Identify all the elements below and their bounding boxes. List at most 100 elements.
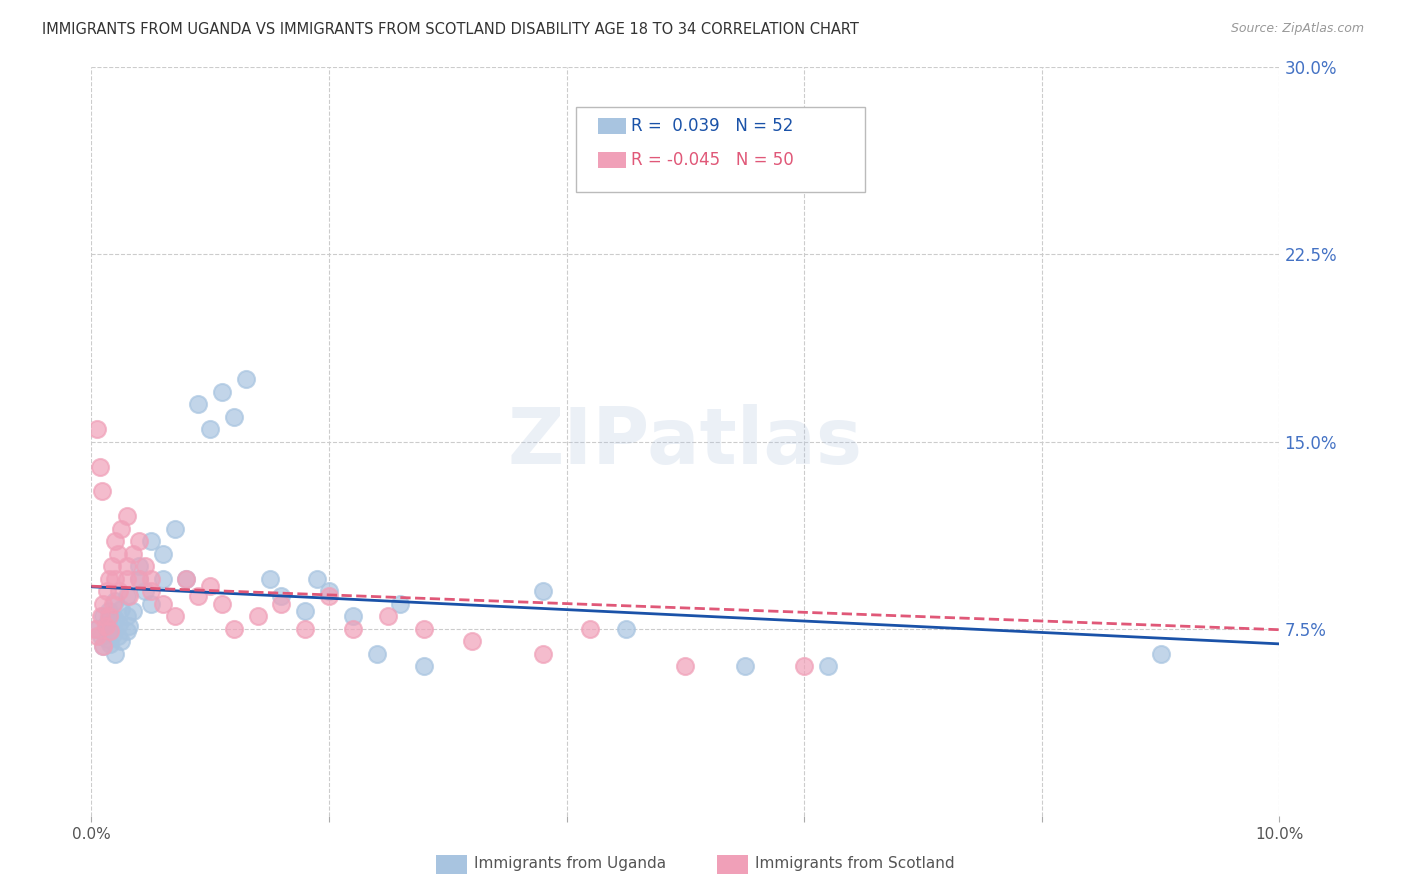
Point xyxy=(139,584,162,599)
Point xyxy=(96,584,118,599)
Point xyxy=(270,590,292,604)
Point xyxy=(115,609,138,624)
Point xyxy=(115,572,138,586)
Point xyxy=(152,547,174,561)
Point xyxy=(222,409,245,424)
Point xyxy=(86,622,108,636)
Point xyxy=(91,640,114,654)
Point xyxy=(366,647,388,661)
Point xyxy=(104,534,127,549)
Point xyxy=(734,659,756,673)
Point xyxy=(128,572,150,586)
Point xyxy=(100,559,122,574)
Point xyxy=(98,572,121,586)
Point xyxy=(176,572,198,586)
Point xyxy=(96,632,118,646)
Point xyxy=(104,594,127,608)
Point xyxy=(107,616,129,631)
Point xyxy=(259,572,281,586)
Point xyxy=(91,484,114,499)
Point xyxy=(176,572,198,586)
Point xyxy=(413,622,436,636)
Point xyxy=(94,619,117,633)
Point xyxy=(115,590,138,604)
Point xyxy=(90,609,112,624)
Point xyxy=(118,619,141,633)
Point xyxy=(128,572,150,586)
Point xyxy=(246,609,269,624)
Point xyxy=(107,584,129,599)
Point xyxy=(128,559,150,574)
Point xyxy=(377,609,399,624)
Point xyxy=(152,572,174,586)
Point xyxy=(100,624,122,639)
Point xyxy=(118,590,141,604)
Point xyxy=(460,634,482,648)
Point xyxy=(531,647,554,661)
Point xyxy=(163,522,186,536)
Point xyxy=(152,597,174,611)
Point xyxy=(673,659,696,673)
Point xyxy=(187,397,209,411)
Point xyxy=(110,634,132,648)
Point xyxy=(413,659,436,673)
Point xyxy=(211,384,233,399)
Point xyxy=(122,604,145,618)
Text: ZIPatlas: ZIPatlas xyxy=(508,403,863,480)
Point xyxy=(318,584,340,599)
Point xyxy=(89,459,111,474)
Point xyxy=(200,422,222,436)
Point xyxy=(86,422,108,436)
Point xyxy=(104,647,127,661)
Point xyxy=(107,629,129,643)
Point xyxy=(211,597,233,611)
Point xyxy=(817,659,839,673)
Point xyxy=(101,627,124,641)
Point xyxy=(270,597,292,611)
Point xyxy=(163,609,186,624)
Point xyxy=(100,637,122,651)
Point xyxy=(222,622,245,636)
Text: Immigrants from Scotland: Immigrants from Scotland xyxy=(755,856,955,871)
Point xyxy=(134,559,156,574)
Point xyxy=(389,597,412,611)
Point xyxy=(318,590,340,604)
Point xyxy=(110,522,132,536)
Point xyxy=(110,602,132,616)
Point xyxy=(579,622,602,636)
Point xyxy=(294,622,316,636)
Point xyxy=(307,572,329,586)
Point xyxy=(101,597,124,611)
Point xyxy=(107,547,129,561)
Point xyxy=(128,534,150,549)
Point xyxy=(104,612,127,626)
Text: Source: ZipAtlas.com: Source: ZipAtlas.com xyxy=(1230,22,1364,36)
Point xyxy=(200,579,222,593)
Point xyxy=(1149,647,1171,661)
Point xyxy=(98,609,121,624)
Point xyxy=(187,590,209,604)
Point xyxy=(98,624,121,639)
Point xyxy=(139,534,162,549)
Point xyxy=(91,597,114,611)
Point xyxy=(115,624,138,639)
Point xyxy=(84,622,107,636)
Point xyxy=(98,604,121,618)
Point xyxy=(793,659,815,673)
Point xyxy=(139,572,162,586)
Text: R = -0.045   N = 50: R = -0.045 N = 50 xyxy=(631,151,794,169)
Point xyxy=(139,597,162,611)
Point xyxy=(104,572,127,586)
Text: R =  0.039   N = 52: R = 0.039 N = 52 xyxy=(631,117,793,135)
Point xyxy=(115,509,138,524)
Text: Immigrants from Uganda: Immigrants from Uganda xyxy=(474,856,666,871)
Point xyxy=(342,609,364,624)
Point xyxy=(235,372,257,386)
Text: IMMIGRANTS FROM UGANDA VS IMMIGRANTS FROM SCOTLAND DISABILITY AGE 18 TO 34 CORRE: IMMIGRANTS FROM UGANDA VS IMMIGRANTS FRO… xyxy=(42,22,859,37)
Point xyxy=(100,616,122,631)
Point xyxy=(90,629,112,643)
Point xyxy=(91,609,114,624)
Point xyxy=(97,615,120,629)
Point xyxy=(614,622,637,636)
Point xyxy=(134,584,156,599)
